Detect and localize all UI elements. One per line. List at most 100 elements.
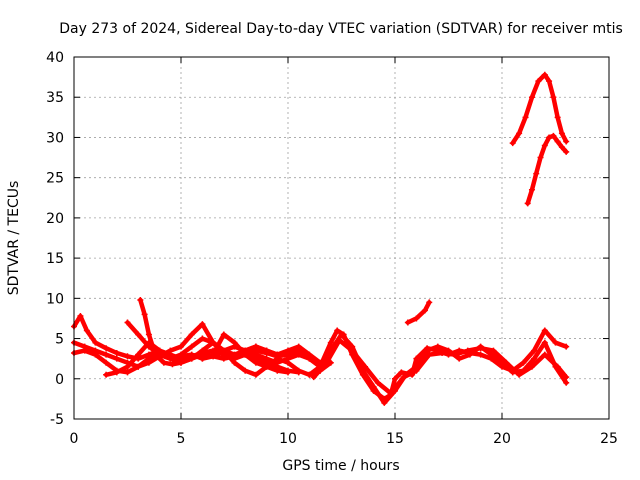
- data-point-s4: [135, 351, 142, 358]
- data-point-s10: [336, 337, 343, 344]
- data-point-s6: [252, 343, 259, 350]
- data-point-s8: [392, 375, 398, 382]
- data-point-s3: [135, 363, 142, 370]
- data-point-s5: [169, 361, 176, 368]
- data-point-s9: [563, 379, 570, 386]
- data-point-s6: [145, 343, 152, 350]
- data-point-s10: [323, 359, 330, 366]
- data-point-s2: [167, 347, 174, 354]
- y-tick-label: 0: [55, 372, 64, 388]
- data-point-s6: [178, 351, 184, 358]
- data-point-s3: [81, 347, 88, 354]
- data-point-s8: [520, 359, 527, 366]
- data-point-s13: [558, 144, 565, 151]
- data-point-s6: [199, 335, 206, 342]
- data-point-s8: [413, 355, 420, 362]
- axis-ticks: [73, 56, 610, 420]
- data-point-s6: [135, 331, 142, 338]
- data-point-s12: [541, 71, 548, 78]
- data-point-s9: [370, 383, 377, 390]
- data-point-s12: [554, 114, 561, 121]
- data-point-s6: [220, 347, 227, 354]
- series-line-s13: [525, 133, 569, 206]
- data-point-s11: [404, 319, 411, 326]
- data-point-s4: [113, 369, 120, 376]
- data-point-s7: [199, 355, 206, 362]
- data-point-s10: [477, 345, 484, 352]
- data-point-s5: [220, 355, 227, 362]
- data-point-s3: [92, 351, 99, 358]
- data-point-s5: [178, 359, 184, 366]
- data-point-s3: [295, 351, 302, 358]
- data-point-s6: [210, 339, 217, 346]
- data-point-s6: [188, 343, 195, 350]
- data-point-s1: [113, 350, 120, 357]
- data-point-s10: [503, 359, 510, 366]
- y-tick-labels: -5 0 5 10 15 20 25 30 35 40: [46, 50, 64, 428]
- data-point-s13: [524, 200, 531, 207]
- data-point-s10: [464, 347, 471, 354]
- y-tick-label: 10: [46, 291, 64, 307]
- data-point-s13: [563, 148, 570, 155]
- data-point-s8: [477, 351, 484, 358]
- data-point-s5: [160, 359, 167, 366]
- data-point-s10: [362, 363, 369, 370]
- data-point-s10: [374, 379, 381, 386]
- data-point-s4: [252, 371, 259, 378]
- data-point-s2: [178, 343, 184, 350]
- data-point-s10: [516, 371, 523, 378]
- data-point-s3: [306, 355, 313, 362]
- x-tick-labels: 0 5 10 15 20 25: [70, 431, 618, 447]
- data-point-s7: [285, 369, 291, 376]
- data-point-s12: [535, 78, 542, 85]
- data-point-s7: [242, 351, 249, 358]
- data-point-s9: [381, 399, 388, 406]
- data-point-s9: [488, 351, 495, 358]
- data-point-s9: [541, 339, 548, 346]
- data-point-s10: [310, 374, 317, 381]
- data-point-s10: [490, 347, 497, 354]
- data-point-s5: [145, 331, 152, 338]
- data-point-s9: [359, 367, 366, 374]
- data-point-s10: [451, 351, 458, 358]
- y-tick-label: 35: [46, 90, 64, 106]
- data-point-s7: [231, 339, 238, 346]
- data-point-s10: [554, 363, 561, 370]
- data-point-s13: [554, 138, 561, 145]
- data-point-s13: [541, 142, 548, 149]
- data-point-s10: [387, 390, 394, 397]
- data-point-s13: [528, 186, 535, 193]
- data-point-s10: [413, 367, 420, 374]
- data-point-s1: [92, 339, 99, 346]
- data-point-s8: [398, 369, 405, 376]
- data-point-s7: [274, 367, 281, 374]
- data-point-s12: [546, 78, 553, 85]
- data-point-s6: [124, 319, 131, 326]
- data-point-s11: [426, 299, 433, 306]
- data-point-s8: [552, 339, 559, 346]
- data-point-s3: [145, 355, 152, 362]
- data-point-s6: [167, 355, 174, 362]
- data-point-s13: [546, 134, 553, 141]
- series-line-s11: [405, 300, 432, 325]
- data-point-s10: [439, 350, 446, 357]
- data-point-s3: [103, 359, 110, 366]
- data-point-s13: [550, 132, 557, 139]
- plot-frame: [73, 56, 610, 420]
- data-point-s13: [533, 170, 540, 177]
- x-tick-label: 15: [386, 431, 404, 447]
- data-point-s8: [334, 327, 341, 334]
- chart-title: Day 273 of 2024, Sidereal Day-to-day VTE…: [59, 21, 623, 37]
- data-point-s7: [263, 363, 270, 370]
- data-point-s12: [550, 94, 557, 101]
- series-line-s6: [125, 320, 291, 361]
- y-tick-label: 15: [46, 251, 64, 267]
- data-point-s12: [558, 130, 565, 137]
- y-tick-label: 30: [46, 130, 64, 146]
- data-point-s12: [563, 138, 570, 145]
- data-point-s9: [338, 331, 345, 338]
- data-point-s6: [263, 347, 270, 354]
- x-tick-label: 25: [600, 431, 618, 447]
- data-point-s8: [327, 339, 334, 346]
